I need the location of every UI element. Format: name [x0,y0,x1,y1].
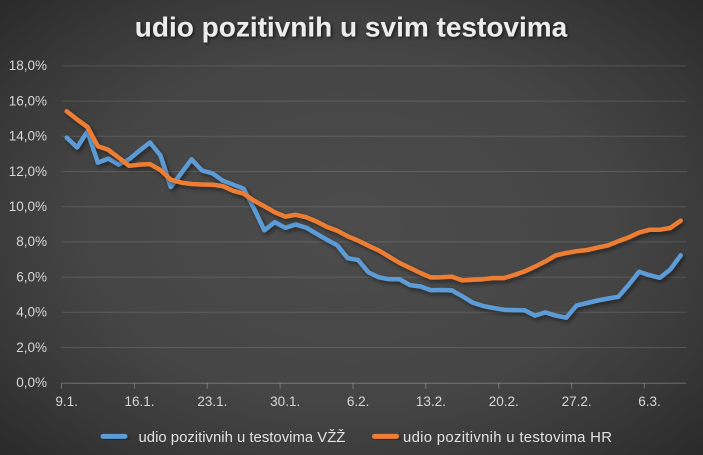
svg-text:0,0%: 0,0% [16,375,47,390]
svg-text:27.2.: 27.2. [562,394,592,409]
svg-text:16,0%: 16,0% [9,93,47,108]
svg-text:14,0%: 14,0% [9,129,47,144]
svg-text:23.1.: 23.1. [197,394,227,409]
svg-text:10,0%: 10,0% [9,199,47,214]
svg-text:13.2.: 13.2. [416,394,446,409]
svg-text:6.3.: 6.3. [638,394,661,409]
svg-text:20.2.: 20.2. [489,394,519,409]
svg-text:udio pozitivnih u testovima HR: udio pozitivnih u testovima HR [403,430,612,446]
svg-text:2,0%: 2,0% [16,340,47,355]
svg-text:6.2.: 6.2. [347,394,370,409]
svg-text:8,0%: 8,0% [16,234,47,249]
svg-text:4,0%: 4,0% [16,305,47,320]
svg-text:udio pozitivnih u testovima VŽ: udio pozitivnih u testovima VŽŽ [139,429,346,446]
svg-text:9.1.: 9.1. [55,394,78,409]
svg-text:18,0%: 18,0% [9,58,47,73]
svg-text:udio pozitivnih u svim testovi: udio pozitivnih u svim testovima [135,12,568,43]
svg-text:12,0%: 12,0% [9,164,47,179]
svg-text:16.1.: 16.1. [124,394,154,409]
svg-text:6,0%: 6,0% [16,269,47,284]
svg-text:30.1.: 30.1. [270,394,300,409]
